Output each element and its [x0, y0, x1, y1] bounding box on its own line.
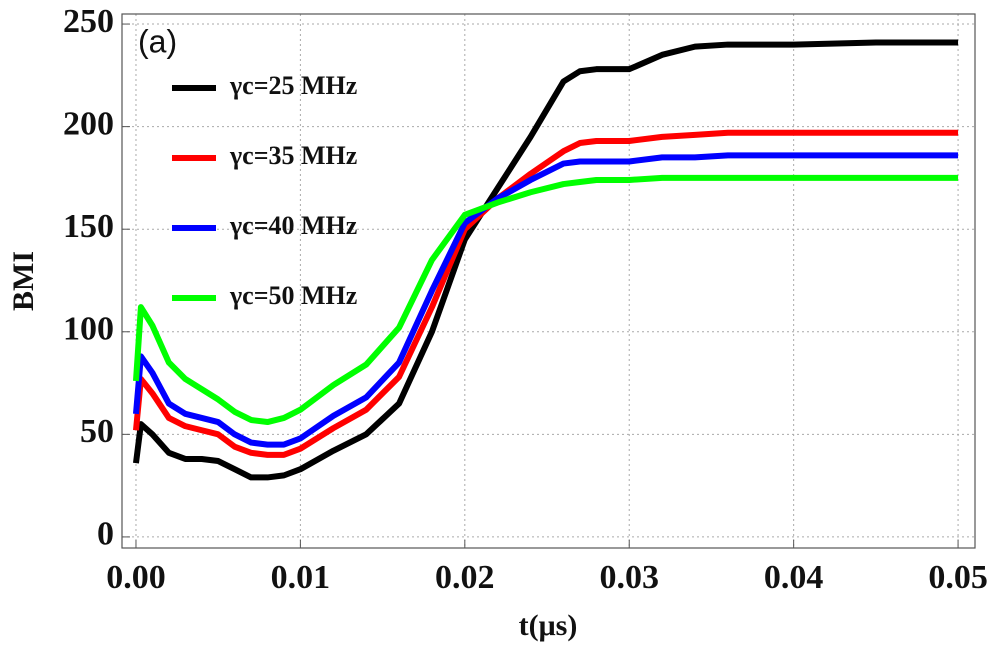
legend-label: γc=50 MHz	[229, 281, 357, 310]
plot-frame	[121, 13, 976, 549]
x-tick-label: 0.01	[271, 559, 331, 596]
x-tick-label: 0.05	[928, 559, 988, 596]
y-tick-label: 250	[63, 3, 114, 40]
x-tick-label: 0.03	[599, 559, 659, 596]
y-tick-label: 50	[80, 413, 114, 450]
y-axis-label: BMI	[7, 251, 40, 311]
data-line	[132, 152, 959, 448]
x-tick-label: 0.02	[435, 559, 495, 596]
data-line	[132, 129, 959, 458]
x-tick-label: 0.00	[106, 559, 166, 596]
x-tick-label: 0.04	[764, 559, 824, 596]
data-line	[132, 174, 959, 426]
data-line	[132, 39, 959, 481]
legend-label: γc=35 MHz	[229, 141, 357, 170]
y-tick-label: 100	[63, 311, 114, 348]
annotation: (a)	[138, 23, 177, 59]
y-tick-label: 200	[63, 105, 114, 142]
y-tick-label: 150	[63, 208, 114, 245]
y-tick-label: 0	[97, 516, 114, 553]
legend-label: γc=40 MHz	[229, 211, 357, 240]
legend-label: γc=25 MHz	[229, 71, 357, 100]
x-axis-label: t(μs)	[519, 609, 578, 642]
